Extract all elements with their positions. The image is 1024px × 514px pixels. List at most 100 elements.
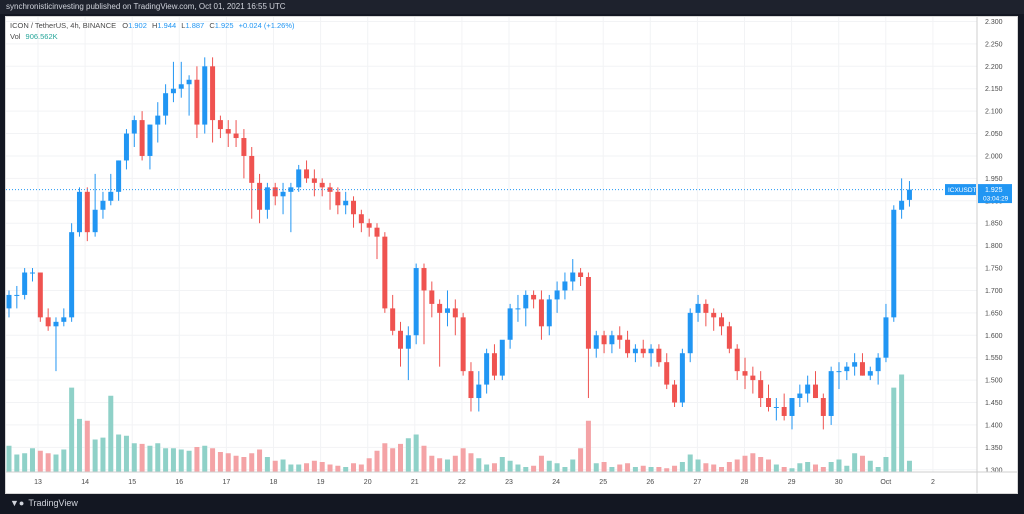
candle-body bbox=[61, 317, 67, 322]
volume-bar bbox=[225, 453, 231, 472]
candle-body bbox=[578, 272, 584, 277]
volume-bar bbox=[311, 460, 317, 472]
volume-bar bbox=[679, 462, 685, 472]
candle-body bbox=[570, 272, 576, 282]
candle-body bbox=[789, 398, 795, 416]
price-tag: ICXUSDT 1.925 03:04:29 bbox=[945, 184, 1012, 204]
candle-body bbox=[398, 330, 403, 349]
volume-bar bbox=[585, 420, 591, 472]
volume-bar bbox=[601, 462, 607, 472]
time-tick-label: 14 bbox=[81, 479, 89, 486]
volume-bar bbox=[429, 455, 435, 472]
volume-bar bbox=[390, 448, 396, 472]
volume-bar bbox=[891, 387, 897, 472]
time-tick-label: 30 bbox=[835, 479, 843, 486]
price-tag-bg bbox=[978, 184, 1012, 204]
time-tick-label: 19 bbox=[317, 479, 325, 486]
price-candles bbox=[6, 57, 912, 430]
candle-body bbox=[288, 187, 294, 192]
volume-bar bbox=[53, 454, 59, 472]
volume-bar bbox=[296, 464, 302, 472]
volume-bar bbox=[805, 462, 811, 472]
volume-bar bbox=[538, 455, 544, 472]
legend-vol: 906.562K bbox=[26, 32, 58, 41]
time-tick-label: 25 bbox=[599, 479, 607, 486]
candle-body bbox=[899, 200, 905, 210]
legend-close-label: C bbox=[209, 21, 215, 30]
volume-bar bbox=[758, 457, 764, 472]
volume-bar bbox=[507, 460, 513, 472]
volume-bar bbox=[773, 464, 779, 472]
legend-low: 1.887 bbox=[185, 21, 204, 30]
volume-bar bbox=[366, 458, 372, 472]
candle-body bbox=[123, 133, 129, 161]
volume-bar bbox=[899, 374, 905, 472]
volume-bar bbox=[194, 447, 200, 472]
candle-body bbox=[6, 294, 12, 309]
volume-bar bbox=[523, 467, 529, 472]
legend-low-label: L bbox=[181, 21, 185, 30]
volume-bar bbox=[257, 449, 263, 472]
candle-body bbox=[444, 308, 450, 313]
candle-body bbox=[609, 335, 615, 345]
time-tick-label: 27 bbox=[694, 479, 702, 486]
candle-body bbox=[437, 303, 443, 313]
candle-body bbox=[734, 348, 740, 372]
candle-body bbox=[37, 272, 43, 318]
candle-body bbox=[601, 335, 607, 345]
chart-panel[interactable]: ICON / TetherUS, 4h, BINANCE O1.902 H1.9… bbox=[5, 16, 1018, 494]
volume-bar bbox=[789, 468, 795, 472]
volume-bar bbox=[906, 460, 912, 472]
candle-body bbox=[343, 200, 349, 206]
volume-bars bbox=[6, 374, 912, 472]
candle-body bbox=[640, 348, 646, 354]
time-axis[interactable]: 13 14 15 16 17 18 19 20 21 22 23 24 25 26 27 28 29 30 Oct 2 bbox=[6, 471, 1017, 486]
candle-body bbox=[593, 335, 599, 349]
volume-bar bbox=[499, 457, 505, 472]
volume-bar bbox=[249, 453, 255, 472]
candle-body bbox=[883, 317, 889, 358]
candle-body bbox=[139, 120, 145, 156]
candle-body bbox=[84, 191, 90, 233]
price-tick-label: 1.950 bbox=[985, 176, 1003, 183]
time-tick-label: 20 bbox=[364, 479, 372, 486]
price-axis[interactable]: 2.300 2.250 2.200 2.150 2.100 2.050 2.000 1.950… bbox=[976, 17, 1003, 493]
volume-bar bbox=[578, 448, 584, 472]
volume-bar bbox=[84, 420, 90, 472]
tradingview-logo[interactable]: ▼● TradingView bbox=[10, 498, 78, 508]
candle-body bbox=[664, 362, 670, 385]
candle-body bbox=[797, 393, 803, 399]
price-tick-label: 1.600 bbox=[985, 333, 1003, 340]
volume-bar bbox=[131, 443, 137, 472]
volume-bar bbox=[178, 449, 184, 472]
candle-body bbox=[351, 200, 357, 215]
volume-bar bbox=[812, 464, 818, 472]
candle-body bbox=[131, 120, 137, 134]
volume-bar bbox=[836, 459, 842, 472]
volume-bar bbox=[766, 459, 772, 472]
volume-bar bbox=[640, 465, 646, 472]
legend-change: +0.024 (+1.26%) bbox=[239, 21, 295, 30]
candle-body bbox=[358, 214, 364, 224]
volume-bar bbox=[6, 445, 12, 472]
footer-bar: ▼● TradingView bbox=[0, 494, 1024, 514]
candle-body bbox=[390, 308, 396, 331]
volume-bar bbox=[405, 438, 411, 472]
candle-body bbox=[766, 398, 772, 407]
volume-bar bbox=[108, 395, 114, 472]
volume-bar bbox=[398, 443, 403, 472]
price-tag-symbol-bg bbox=[945, 184, 976, 196]
candle-body bbox=[421, 268, 427, 291]
tradingview-logo-icon: ▼● bbox=[10, 498, 25, 508]
price-tick-label: 1.650 bbox=[985, 310, 1003, 317]
volume-bar bbox=[867, 460, 873, 472]
volume-bar bbox=[139, 443, 145, 472]
candle-body bbox=[100, 200, 106, 210]
time-tick-label: 26 bbox=[646, 479, 654, 486]
volume-bar bbox=[374, 450, 380, 472]
candle-body bbox=[781, 407, 787, 416]
candle-body bbox=[625, 339, 631, 354]
volume-bar bbox=[491, 463, 497, 472]
time-tick-label: 24 bbox=[552, 479, 560, 486]
candlestick-chart[interactable]: ICON / TetherUS, 4h, BINANCE O1.902 H1.9… bbox=[6, 17, 1017, 493]
